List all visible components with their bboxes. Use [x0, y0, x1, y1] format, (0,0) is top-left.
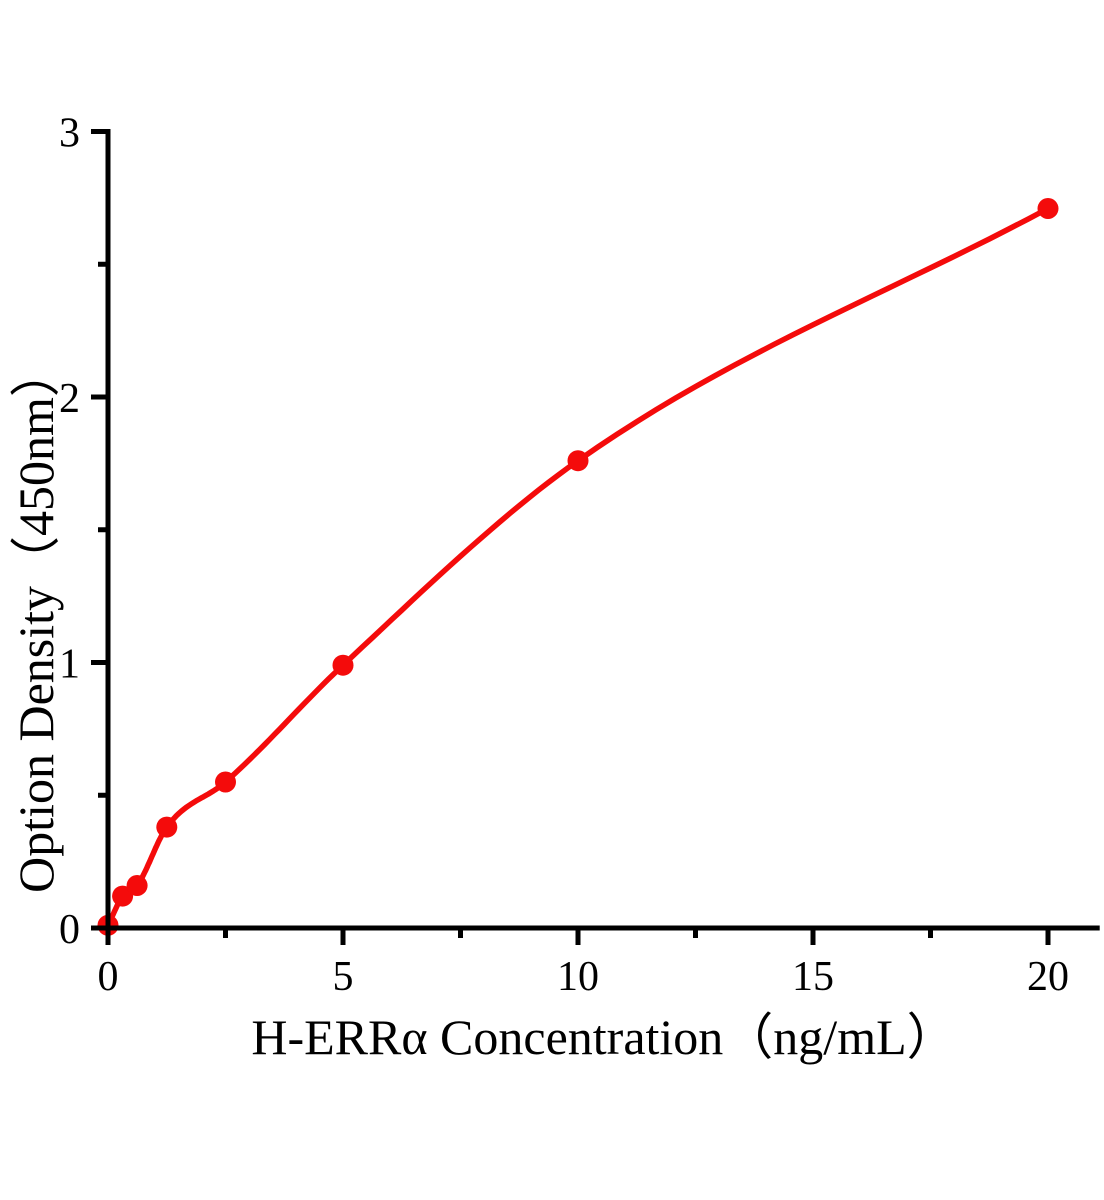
fit-line-path	[105, 205, 1051, 929]
data-point	[567, 450, 589, 472]
x-tick-label: 20	[1027, 954, 1069, 1000]
data-point	[156, 816, 178, 838]
data-point	[112, 885, 134, 907]
x-tick-label: 10	[557, 954, 599, 1000]
data-point	[215, 771, 236, 793]
y-tick-label: 1	[59, 642, 80, 688]
x-tick-label: 15	[792, 954, 834, 1000]
data-point	[126, 875, 148, 896]
x-tick-label: 0	[98, 954, 119, 1000]
data-points	[97, 198, 1059, 936]
x-axis-title: H-ERRα Concentration（ng/mL）	[251, 1009, 957, 1065]
y-tick-label: 3	[59, 111, 80, 157]
axes	[91, 129, 1100, 945]
data-point	[332, 654, 354, 676]
fit-line	[105, 205, 1051, 929]
y-tick-label: 2	[59, 376, 80, 422]
y-tick-label: 0	[59, 907, 80, 953]
x-tick-label: 5	[333, 954, 354, 1000]
y-axis-title: Option Density（450nm）	[8, 347, 64, 893]
tick-labels: 0 5 10 15 20 0 1 2 3	[59, 111, 1069, 1001]
data-point	[1037, 198, 1059, 219]
